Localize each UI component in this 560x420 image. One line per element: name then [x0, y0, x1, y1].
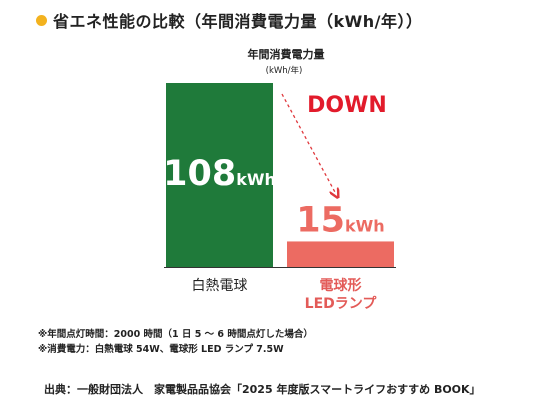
bar-led — [287, 241, 394, 267]
bar-value-led: 15kWh — [296, 200, 384, 240]
bar-value-number: 15 — [296, 200, 345, 240]
chart-heading: 省エネ性能の比較（年間消費電力量（kWh/年）） — [36, 8, 423, 32]
axis-unit: (kWh/年) — [266, 65, 303, 76]
category-label-line: 電球形 — [320, 277, 362, 294]
category-label-incandescent: 白熱電球 — [192, 278, 248, 294]
footnote-lighting-time: ※年間点灯時間：2000 時間（1 日 5 ～ 6 時間点灯した場合） — [38, 329, 313, 340]
bar-incandescent — [166, 83, 273, 267]
down-annotation: DOWN — [307, 93, 387, 118]
category-label-line: LEDランプ — [305, 296, 378, 312]
down-arrow-icon — [281, 93, 336, 194]
axis-label: 年間消費電力量 — [248, 47, 325, 61]
bar-value-unit: kWh — [345, 216, 385, 235]
heading-bullet-icon — [36, 14, 47, 26]
category-label-led: 電球形 LEDランプ — [305, 277, 378, 312]
category-label-line: 白熱電球 — [192, 278, 248, 294]
bar-value-unit: kWh — [236, 170, 276, 189]
bar-value-number: 108 — [163, 154, 236, 194]
footnote-power-consumption: ※消費電力：白熱電球 54W、電球形 LED ランプ 7.5W — [38, 344, 284, 355]
source-citation: 出典：一般財団法人 家電製品品協会「2025 年度版スマートライフおすすめ BO… — [44, 383, 481, 396]
bar-value-incandescent: 108kWh — [163, 154, 276, 194]
chart-title: 省エネ性能の比較（年間消費電力量（kWh/年）） — [53, 12, 423, 31]
